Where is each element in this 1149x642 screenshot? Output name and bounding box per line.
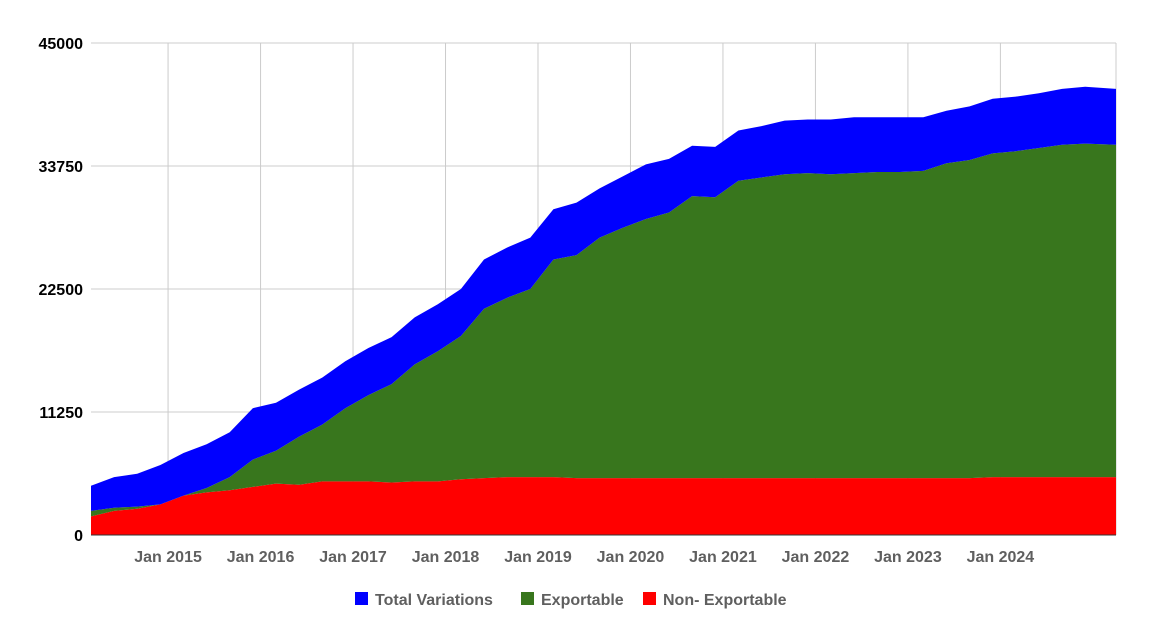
x-tick-label: Jan 2015 — [134, 549, 202, 566]
area-non-exportable — [91, 477, 1116, 535]
plot-areas — [91, 86, 1116, 535]
x-tick-label: Jan 2022 — [782, 549, 850, 566]
x-tick-label: Jan 2021 — [689, 549, 757, 566]
legend-label-total-variations: Total Variations — [375, 592, 493, 609]
x-tick-label: Jan 2024 — [967, 549, 1035, 566]
x-tick-label: Jan 2016 — [227, 549, 295, 566]
area-exportable — [91, 143, 1116, 517]
legend: Total Variations Exportable Non- Exportabl… — [355, 592, 787, 609]
y-tick-label: 33750 — [39, 159, 84, 176]
legend-label-exportable: Exportable — [541, 592, 624, 609]
area-total-variations — [91, 86, 1116, 511]
x-tick-label: Jan 2018 — [412, 549, 480, 566]
legend-label-non-exportable: Non- Exportable — [663, 592, 787, 609]
y-tick-label: 11250 — [39, 405, 83, 422]
legend-swatch-exportable — [521, 592, 534, 605]
y-tick-label: 0 — [74, 528, 83, 545]
x-tick-label: Jan 2020 — [597, 549, 665, 566]
y-tick-label: 45000 — [39, 36, 84, 53]
x-tick-label: Jan 2023 — [874, 549, 942, 566]
axes: 0 11250 22500 33750 45000 Jan 2015 Jan 2016 Jan… — [39, 36, 1116, 566]
legend-swatch-non-exportable — [643, 592, 656, 605]
x-tick-label: Jan 2019 — [504, 549, 572, 566]
legend-swatch-total-variations — [355, 592, 368, 605]
y-tick-label: 22500 — [39, 282, 84, 299]
x-tick-label: Jan 2017 — [319, 549, 387, 566]
